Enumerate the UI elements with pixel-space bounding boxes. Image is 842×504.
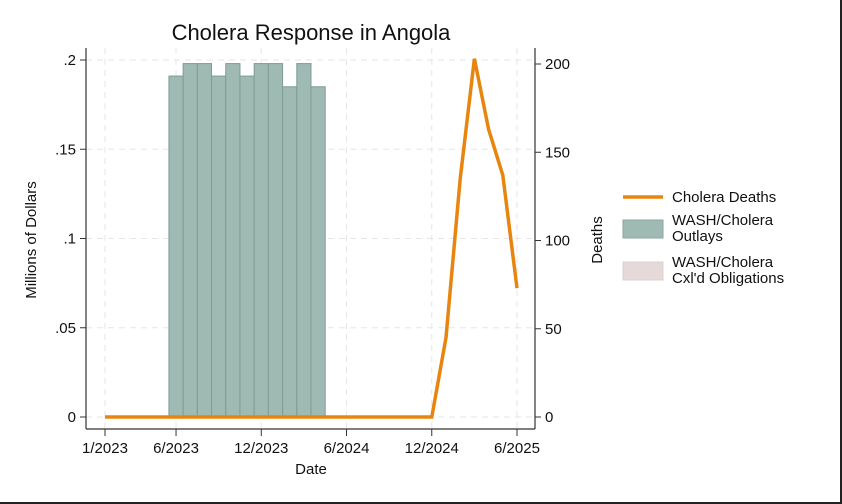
outlays-bars xyxy=(168,63,326,418)
x-tick-label: 12/2023 xyxy=(234,440,288,457)
legend-label: Cxl'd Obligations xyxy=(672,270,784,287)
outlay-bar xyxy=(310,86,326,418)
legend-box-swatch xyxy=(622,219,664,239)
y-right-tick-label: 150 xyxy=(545,144,570,161)
x-tick-label: 6/2025 xyxy=(494,440,540,457)
y-left-tick-label: 0 xyxy=(68,409,76,426)
y-left-tick-label: .15 xyxy=(55,141,76,158)
axes: 0 .05 .1 .15 .2 0 50 100 150 200 1/2023 6/2023 12/20… xyxy=(55,48,570,457)
legend-label: WASH/Cholera xyxy=(672,254,774,271)
y-right-tick-label: 0 xyxy=(545,409,553,426)
outlay-bar xyxy=(225,63,241,418)
outlay-bar xyxy=(196,63,213,418)
y-left-tick-label: .05 xyxy=(55,320,76,337)
y-right-tick-label: 100 xyxy=(545,233,570,250)
y-right-tick-label: 50 xyxy=(545,321,562,338)
y-right-axis-title: Deaths xyxy=(589,216,606,264)
outlay-bar xyxy=(239,75,255,418)
legend-box-swatch xyxy=(622,261,664,281)
legend: Cholera DeathsWASH/CholeraOutlaysWASH/Ch… xyxy=(622,189,784,287)
legend-label: Cholera Deaths xyxy=(672,189,776,206)
x-tick-label: 1/2023 xyxy=(82,440,128,457)
outlay-bar xyxy=(253,63,269,418)
x-tick-label: 6/2023 xyxy=(153,440,199,457)
outlay-bar xyxy=(182,63,198,418)
outlay-bar xyxy=(211,75,227,418)
x-axis-title: Date xyxy=(295,461,327,478)
legend-label: WASH/Cholera xyxy=(672,212,774,229)
outlay-bar xyxy=(282,86,298,418)
x-tick-label: 6/2024 xyxy=(324,440,370,457)
x-tick-label: 12/2024 xyxy=(405,440,459,457)
legend-label: Outlays xyxy=(672,228,723,245)
cholera-deaths-line xyxy=(105,58,519,419)
y-left-axis-title: Millions of Dollars xyxy=(23,181,40,299)
outlay-bar xyxy=(296,63,312,418)
chart-title: Cholera Response in Angola xyxy=(172,20,452,45)
outlay-bar xyxy=(267,63,284,418)
deaths-line xyxy=(105,58,519,419)
y-right-tick-label: 200 xyxy=(545,56,570,73)
outlay-bar xyxy=(168,75,184,418)
y-left-tick-label: .2 xyxy=(63,52,76,69)
y-left-tick-label: .1 xyxy=(63,231,76,248)
legend-item: Cholera Deaths xyxy=(623,189,776,206)
